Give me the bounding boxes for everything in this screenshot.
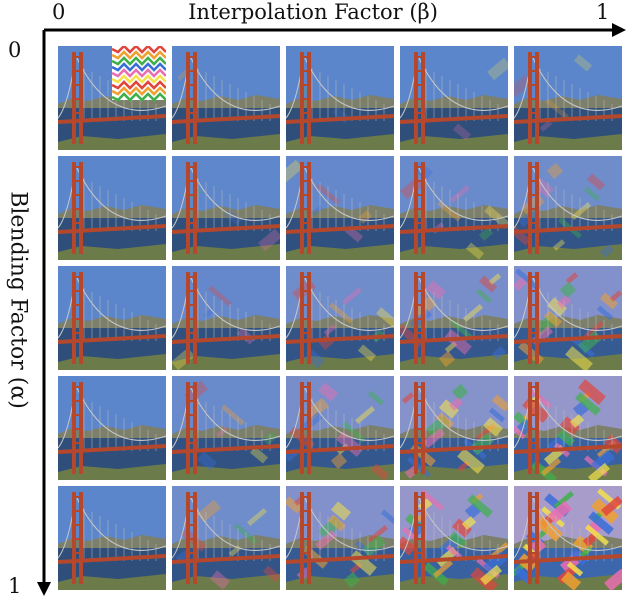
grid-image bbox=[400, 376, 508, 480]
style-swatch bbox=[111, 46, 166, 102]
y-axis-arrowhead bbox=[37, 582, 51, 596]
grid-image bbox=[286, 156, 394, 260]
grid-image bbox=[58, 376, 166, 480]
grid-image bbox=[400, 156, 508, 260]
grid-image bbox=[172, 156, 280, 260]
image-grid bbox=[58, 46, 626, 598]
grid-image bbox=[172, 266, 280, 370]
grid-image bbox=[514, 376, 622, 480]
grid-image bbox=[400, 486, 508, 590]
grid-image bbox=[172, 376, 280, 480]
grid-image bbox=[58, 46, 166, 150]
grid-image bbox=[286, 266, 394, 370]
grid-image bbox=[514, 266, 622, 370]
grid-image bbox=[172, 486, 280, 590]
x-axis-title: Interpolation Factor (β) bbox=[188, 0, 438, 24]
grid-image bbox=[514, 156, 622, 260]
grid-image bbox=[172, 46, 280, 150]
y-axis-end-label: 1 bbox=[8, 574, 22, 598]
grid-image bbox=[58, 266, 166, 370]
x-axis-start-label: 0 bbox=[52, 0, 66, 24]
grid-image bbox=[286, 486, 394, 590]
grid-image bbox=[286, 376, 394, 480]
grid-image bbox=[58, 156, 166, 260]
y-axis-start-label: 0 bbox=[8, 38, 22, 62]
grid-image bbox=[58, 486, 166, 590]
grid-image bbox=[514, 486, 622, 590]
grid-image bbox=[400, 46, 508, 150]
grid-image bbox=[286, 46, 394, 150]
grid-image bbox=[514, 46, 622, 150]
x-axis-arrowhead bbox=[612, 23, 626, 37]
x-axis-end-label: 1 bbox=[596, 0, 610, 24]
grid-image bbox=[400, 266, 508, 370]
